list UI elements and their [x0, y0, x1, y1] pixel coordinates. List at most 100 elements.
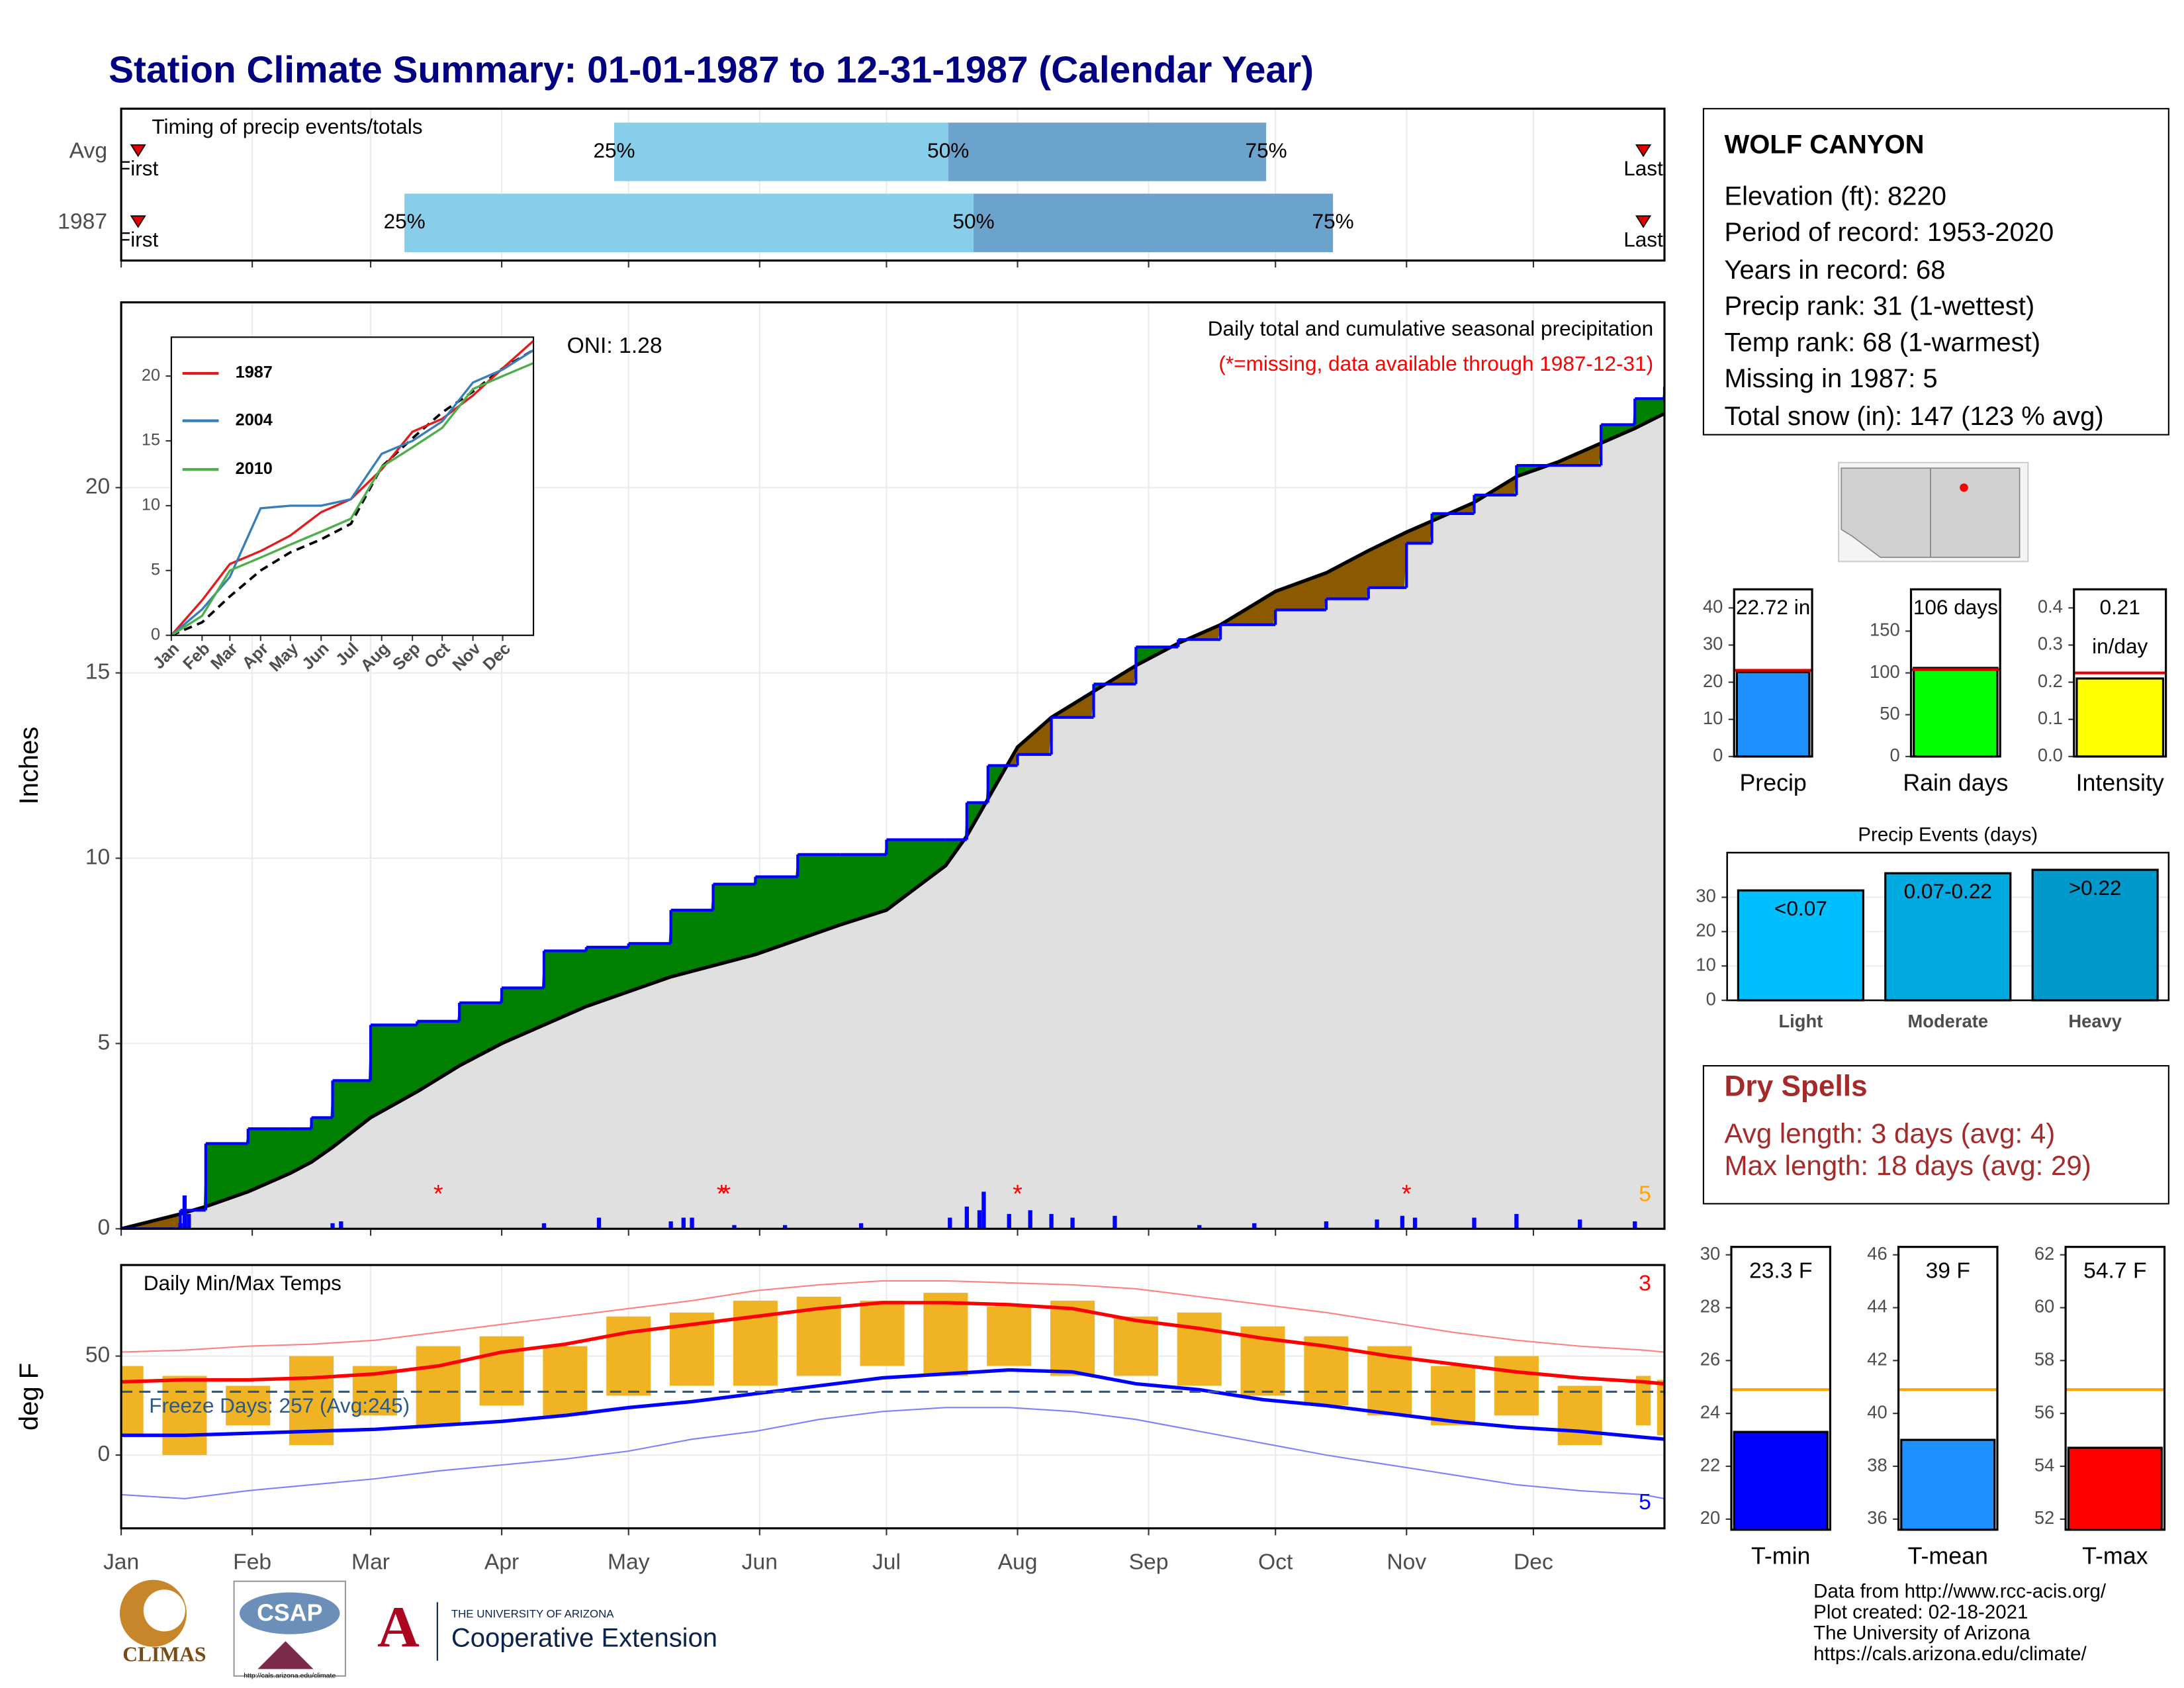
station-name: WOLF CANYON: [1724, 130, 1924, 160]
climas-logo: CLIMAS: [122, 1643, 206, 1666]
temp-range-bar: [860, 1300, 905, 1366]
daily-bar: [964, 1206, 970, 1229]
x-tick-label: Moderate: [1907, 1011, 1988, 1031]
temp-range-bar: [1177, 1312, 1222, 1386]
gauge-label: T-min: [1751, 1542, 1810, 1569]
daily-bar: [596, 1217, 602, 1229]
chart-note: (*=missing, data available through 1987-…: [1218, 352, 1653, 375]
dry-spells-title: Dry Spells: [1724, 1070, 1867, 1102]
event-marker: [130, 144, 146, 158]
y-tick-label: 30: [1696, 886, 1715, 906]
daily-bar: [1197, 1225, 1202, 1229]
daily-bar: [541, 1223, 547, 1229]
daily-bar: [668, 1221, 673, 1229]
y-tick-label: 52: [2034, 1507, 2054, 1528]
record-low-line: [121, 1407, 1664, 1499]
x-tick-label: Jun: [742, 1550, 778, 1574]
y-tick-label: 0.1: [2038, 708, 2063, 728]
y-tick-label: 26: [1700, 1349, 1720, 1370]
station-line: Years in record: 68: [1724, 256, 1945, 285]
x-tick-label: Apr: [484, 1550, 519, 1574]
series-line: [171, 361, 534, 635]
y-tick-label: 0.3: [2038, 633, 2063, 654]
event-label: First: [118, 156, 159, 180]
footer-line: https://cals.arizona.edu/climate/: [1813, 1643, 2087, 1665]
daily-bar: [681, 1217, 686, 1229]
quartile-bar: [974, 193, 1334, 252]
temp-range-bar: [923, 1292, 968, 1376]
daily-bar: [858, 1223, 864, 1229]
daily-bar: [1324, 1221, 1329, 1229]
temp-range-bar: [416, 1346, 461, 1426]
station-box: [1702, 108, 2169, 436]
avg-min-line: [121, 1368, 1664, 1441]
y-tick-label: 0: [98, 1215, 111, 1240]
panel-title: Daily Min/Max Temps: [144, 1271, 341, 1295]
gauge-label: T-max: [2082, 1542, 2148, 1569]
x-tick-label: Oct: [1258, 1550, 1293, 1574]
gauge-label: Intensity: [2076, 769, 2164, 796]
bar: [1884, 872, 2012, 1002]
daily-bar: [1252, 1223, 1257, 1229]
y-tick-label: 58: [2034, 1349, 2054, 1370]
value-label: 39 F: [1926, 1258, 1970, 1283]
quartile-label: 50%: [952, 209, 994, 233]
station-lines: Elevation (ft): 8220 Period of record: 1…: [1724, 181, 2103, 431]
y-tick-label: 20: [85, 475, 110, 499]
y-tick-label: 10: [1696, 954, 1715, 974]
y-tick-label: 60: [2034, 1296, 2054, 1317]
panel-title: Timing of precip events/totals: [152, 115, 422, 138]
legend-label: 2010: [236, 459, 273, 478]
temp-range-bar: [1113, 1316, 1158, 1376]
station-line: Total snow (in): 147 (123 % avg): [1724, 402, 2103, 431]
panel-frame: [1726, 851, 2170, 1002]
x-tick-label: May: [608, 1550, 650, 1574]
y-tick-label: 15: [85, 659, 110, 684]
temp-range-bar: [162, 1376, 207, 1456]
x-tick-label: Nov: [1387, 1550, 1426, 1574]
event-label: Last: [1623, 156, 1663, 180]
y-tick-label: 10: [85, 845, 110, 869]
oni-label: ONI: 1.28: [567, 334, 662, 358]
daily-bar: [1514, 1213, 1519, 1229]
quartile-label: 25%: [384, 209, 426, 233]
daily-bar: [1070, 1217, 1075, 1229]
temp-range-bar: [121, 1366, 144, 1436]
panel-frame: [1897, 1246, 1999, 1531]
daily-bar: [1375, 1219, 1379, 1229]
y-tick-label: 38: [1867, 1454, 1887, 1475]
y-tick-label: 30: [1703, 633, 1723, 654]
daily-bar: [981, 1192, 986, 1229]
bar-inner-label: >0.22: [2069, 876, 2122, 900]
y-tick-label: 50: [85, 1342, 110, 1367]
dry-spells-box: [1702, 1064, 2169, 1205]
daily-bar: [977, 1210, 982, 1229]
daily-bar: [1007, 1213, 1011, 1229]
average-line: [121, 412, 1664, 1229]
x-tick-label: Aug: [998, 1550, 1038, 1574]
temp-range-bar: [606, 1316, 651, 1396]
panel-frame: [2073, 588, 2167, 758]
ua-mark: A: [377, 1595, 420, 1660]
csap-mountain: [257, 1641, 314, 1669]
station-line: Elevation (ft): 8220: [1724, 181, 1946, 211]
x-tick-label: Jul: [872, 1550, 901, 1574]
y-tick-label: 15: [142, 431, 160, 449]
gauge-bar: [1735, 671, 1811, 758]
y-tick-label: 62: [2034, 1243, 2054, 1264]
temp-range-bar: [1557, 1385, 1602, 1446]
y-tick-label: 54: [2034, 1454, 2054, 1475]
quartile-label: 75%: [1312, 209, 1354, 233]
daily-bar: [1028, 1210, 1032, 1229]
logos: CLIMAS CSAP http://cals.arizona.edu/clim…: [119, 1579, 717, 1680]
quartile-label: 50%: [927, 138, 969, 162]
missing-count: 5: [1639, 1182, 1651, 1207]
y-tick-label: 10: [142, 496, 160, 514]
quartile-bar: [948, 122, 1267, 181]
y-tick-label: 20: [142, 366, 160, 385]
main-marks: * ** * *: [121, 387, 1664, 1229]
temp-range-bar: [543, 1346, 588, 1416]
value-label: 22.72 in: [1736, 595, 1810, 619]
csap-url: http://cals.arizona.edu/climate: [244, 1672, 336, 1680]
